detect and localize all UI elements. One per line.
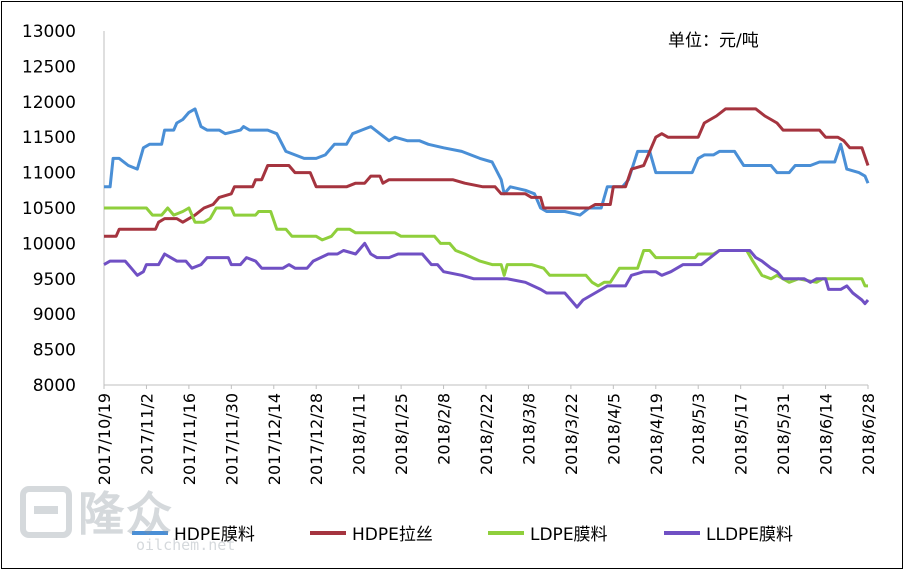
x-tick-label: 2018/5/17 [732,393,751,475]
y-tick-label: 12500 [22,57,76,77]
x-tick-label: 2018/4/5 [604,393,623,465]
oilchem-logo-icon [20,486,72,538]
y-tick-label: 11500 [22,128,76,148]
series-line-2 [104,107,870,238]
x-tick-label: 2017/10/19 [95,393,114,485]
legend-item-hdpe-film: HDPE膜料 [132,520,255,545]
x-tick-label: 2018/1/25 [392,393,411,475]
series-line-4 [103,241,870,309]
series-line-1 [104,107,870,217]
legend-label: LDPE膜料 [530,525,608,545]
x-tick-label: 2017/11/2 [137,393,156,475]
unit-label: 单位：元/吨 [668,31,759,51]
x-tick-label: 2017/11/16 [180,393,199,485]
y-tick-label: 12000 [22,93,76,113]
legend-swatch [132,530,168,535]
x-tick-label: 2018/5/31 [774,393,793,475]
x-tick-label: 2018/5/3 [689,393,708,465]
legend: HDPE膜料 HDPE拉丝 LDPE膜料 LLDPE膜料 [0,520,906,550]
x-tick-label: 2018/4/19 [647,393,666,475]
x-tick-label: 2018/6/14 [817,393,836,475]
x-tick-label: 2018/3/22 [562,393,581,475]
y-tick-label: 11000 [22,164,76,184]
legend-item-lldpe-film: LLDPE膜料 [664,520,793,545]
watermark-en: oilchem.net [136,536,236,554]
x-tick-label: 2018/2/22 [477,393,496,475]
y-tick-label: 10000 [22,234,76,254]
legend-item-hdpe-drawing: HDPE拉丝 [310,520,433,545]
legend-label: HDPE拉丝 [352,525,433,545]
x-tick-label: 2017/11/30 [222,393,241,485]
y-tick-label: 8500 [33,341,76,361]
y-tick-label: 8000 [33,376,76,396]
y-tick-label: 13000 [22,22,76,42]
x-tick-label: 2018/2/8 [435,393,454,465]
watermark-cn: 隆众 [78,487,174,541]
legend-label: HDPE膜料 [174,525,255,545]
legend-label: LLDPE膜料 [706,525,794,545]
x-tick-label: 2017/12/28 [307,393,326,485]
x-tick-label: 2018/6/28 [859,393,878,475]
watermark: 隆众 oilchem.net [18,478,248,568]
legend-item-ldpe-film: LDPE膜料 [488,520,608,545]
y-tick-label: 9000 [33,305,76,325]
series-line-3 [104,206,868,288]
legend-swatch [664,530,700,535]
legend-swatch [310,530,346,535]
legend-swatch [488,530,524,535]
x-tick-label: 2018/3/8 [519,393,538,465]
y-tick-label: 9500 [33,270,76,290]
x-tick-label: 2018/1/11 [350,393,369,475]
x-tick-label: 2017/12/14 [265,393,284,485]
y-tick-label: 10500 [22,199,76,219]
